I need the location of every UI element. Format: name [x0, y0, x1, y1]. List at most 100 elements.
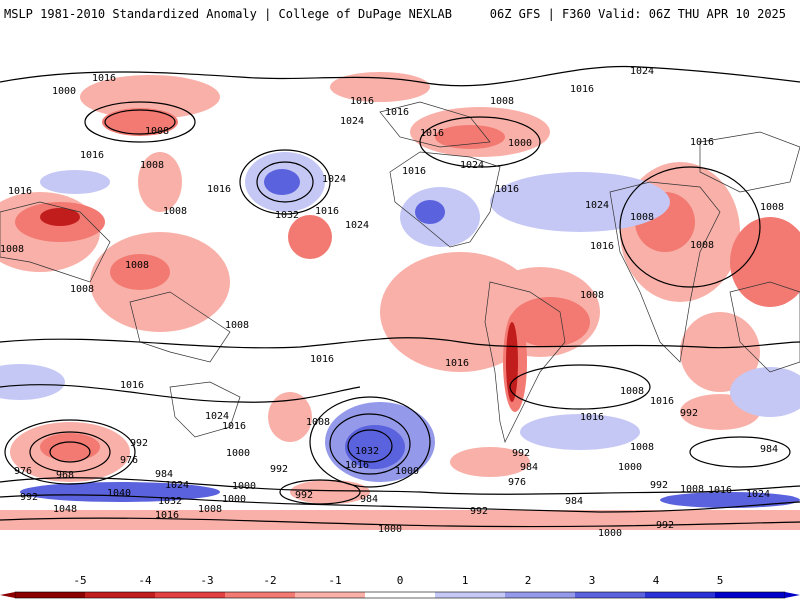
contour-label: 992: [20, 492, 38, 503]
colorbar-arrow-right: [785, 592, 800, 598]
contour-label: 1024: [340, 116, 364, 127]
colorbar-segment: [225, 592, 296, 598]
contour-label: 1008: [690, 240, 714, 251]
contour-label: 992: [270, 464, 288, 475]
contour-label: 1024: [630, 66, 654, 77]
header: MSLP 1981-2010 Standardized Anomaly | Co…: [0, 0, 800, 28]
colorbar-tick-label: -3: [200, 574, 214, 587]
colorbar-tick-label: -2: [263, 574, 277, 587]
contour-labels: 1016 1000 1008 1016 1008 1024 1008 1016 …: [0, 66, 784, 536]
contour-label: 1016: [120, 380, 144, 391]
contour-label: 1000: [508, 138, 532, 149]
contour-label: 1016: [708, 485, 732, 496]
contour-label: 1048: [53, 504, 77, 515]
colorbar-segment: [435, 592, 506, 598]
colorbar-tick-label: 0: [396, 574, 404, 587]
contour-label: 1016: [580, 412, 604, 423]
contour-label: 1024: [585, 200, 609, 211]
colorbar-tick-label: 2: [524, 574, 532, 587]
contour-label: 992: [650, 480, 668, 491]
coastlines: [0, 101, 800, 444]
contour-label: 1032: [275, 210, 299, 221]
contour-label: 976: [120, 455, 138, 466]
colorbar-tick-label: 3: [588, 574, 596, 587]
colorbar-tick-label: -4: [138, 574, 152, 587]
contour-label: 1000: [52, 86, 76, 97]
contour-label: 1008: [620, 386, 644, 397]
colorbar-segment: [645, 592, 716, 598]
contour-label: 992: [130, 438, 148, 449]
contour-label: 984: [360, 494, 378, 505]
contour-label: 1040: [107, 488, 131, 499]
contour-label: 1008: [70, 284, 94, 295]
contour-label: 1000: [598, 528, 622, 536]
contour-label: 984: [520, 462, 538, 473]
contour-label: 1008: [145, 126, 169, 137]
model-run-info: 06Z GFS | F360 Valid: 06Z THU APR 10 202…: [489, 7, 786, 21]
contour-label: 1024: [746, 489, 770, 500]
contour-label: 1016: [570, 84, 594, 95]
colorbar-segment: [295, 592, 366, 598]
contour-label: 1000: [395, 466, 419, 477]
contour-label: 1000: [226, 448, 250, 459]
contour-label: 1000: [618, 462, 642, 473]
contour-label: 1000: [232, 481, 256, 492]
contour-label: 1008: [490, 96, 514, 107]
contour-label: 1016: [690, 137, 714, 148]
contour-label: 968: [56, 470, 74, 481]
contour-label: 992: [656, 520, 674, 531]
contour-label: 1016: [155, 510, 179, 521]
contour-label: 1016: [310, 354, 334, 365]
contour-label: 984: [565, 496, 583, 507]
contour-label: 1016: [315, 206, 339, 217]
contour-label: 1008: [630, 442, 654, 453]
colorbar-tick-label: 1: [461, 574, 469, 587]
contour-label: 1032: [355, 446, 379, 457]
contour-label: 1008: [125, 260, 149, 271]
contour-label: 1016: [385, 107, 409, 118]
contour-label: 1008: [0, 244, 24, 255]
contour-label: 1016: [92, 73, 116, 84]
colorbar-segment: [365, 592, 436, 598]
contour-label: 976: [14, 466, 32, 477]
contour-label: 1024: [165, 480, 189, 491]
colorbar-segment: [85, 592, 156, 598]
colorbar-tick-label: 5: [716, 574, 724, 587]
contour-label: 1016: [350, 96, 374, 107]
contour-label: 1016: [445, 358, 469, 369]
colorbar-segment: [155, 592, 226, 598]
positive-anomaly-shading: [0, 152, 800, 508]
contour-label: 992: [295, 490, 313, 501]
colorbar-tick-label: -1: [328, 574, 342, 587]
colorbar-segment: [15, 592, 86, 598]
contour-label: 1016: [207, 184, 231, 195]
contour-label: 1016: [650, 396, 674, 407]
contour-label: 1024: [322, 174, 346, 185]
colorbar-tick-label: -5: [73, 574, 87, 587]
contour-label: 1008: [198, 504, 222, 515]
isobar-contours: [0, 65, 800, 528]
anomaly-map: 1016 1000 1008 1016 1008 1024 1008 1016 …: [0, 42, 800, 536]
contour-label: 1008: [306, 417, 330, 428]
map-title: MSLP 1981-2010 Standardized Anomaly | Co…: [4, 7, 452, 21]
contour-label: 1024: [460, 160, 484, 171]
contour-label: 1016: [495, 184, 519, 195]
contour-label: 1016: [80, 150, 104, 161]
contour-label: 1024: [345, 220, 369, 231]
contour-label: 1016: [402, 166, 426, 177]
contour-label: 1008: [630, 212, 654, 223]
contour-label: 1000: [378, 524, 402, 535]
contour-label: 1008: [163, 206, 187, 217]
contour-label: 992: [470, 506, 488, 517]
contour-label: 1016: [8, 186, 32, 197]
contour-label: 984: [760, 444, 778, 455]
contour-label: 1008: [580, 290, 604, 301]
colorbar-segment: [505, 592, 576, 598]
contour-label: 1016: [420, 128, 444, 139]
contour-label: 1016: [345, 460, 369, 471]
colorbar-tick-label: 4: [652, 574, 660, 587]
contour-label: 984: [155, 469, 173, 480]
contour-label: 1008: [760, 202, 784, 213]
colorbar-arrow-left: [0, 592, 15, 598]
contour-label: 1008: [680, 484, 704, 495]
